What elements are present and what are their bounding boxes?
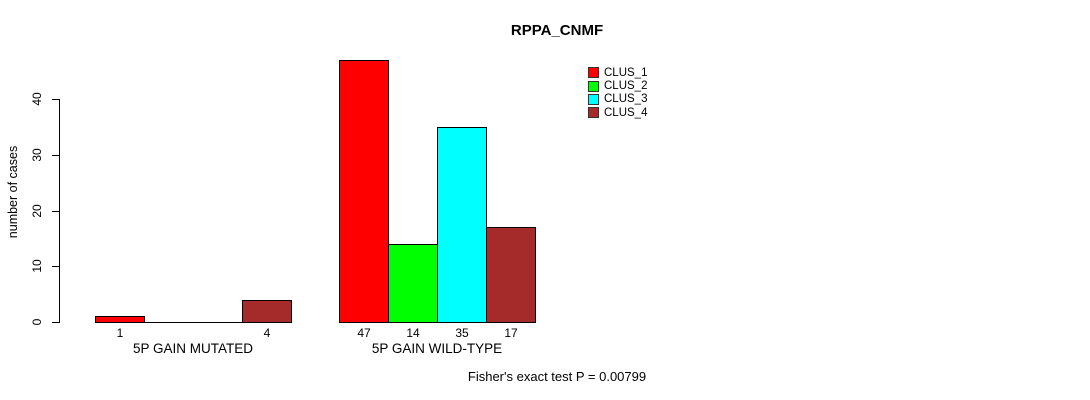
x-axis-group-label: 5P GAIN MUTATED — [132, 341, 254, 356]
bar-value-label: 47 — [357, 326, 371, 340]
bar-value-label: 17 — [504, 326, 518, 340]
bar-clus_1-2 — [339, 60, 389, 323]
bar-value-label: 4 — [263, 326, 271, 340]
y-axis-tick-label: 40 — [30, 92, 44, 106]
bar-value-label: 1 — [116, 326, 124, 340]
chart-title: RPPA_CNMF — [510, 22, 604, 39]
legend-swatch-clus_2 — [588, 80, 599, 92]
bar-clus_4-2 — [486, 227, 536, 323]
legend-label: CLUS_1 — [604, 66, 648, 79]
y-axis-tick-label: 0 — [30, 318, 44, 326]
y-axis-tick — [52, 322, 59, 323]
y-axis-tick-label: 30 — [30, 148, 44, 162]
bar-clus_3-2 — [437, 127, 487, 323]
x-axis-group-label: 5P GAIN WILD-TYPE — [371, 341, 503, 356]
legend-item: CLUS_1 — [588, 66, 647, 79]
legend-item: CLUS_2 — [588, 79, 647, 92]
y-axis-tick — [52, 266, 59, 267]
y-axis-line — [59, 99, 60, 323]
y-axis-tick-label: 10 — [30, 259, 44, 273]
legend-item: CLUS_3 — [588, 93, 647, 106]
bar-value-label: 35 — [455, 326, 469, 340]
legend-item: CLUS_4 — [588, 106, 647, 119]
legend-swatch-clus_1 — [588, 67, 599, 79]
legend-label: CLUS_4 — [604, 106, 648, 119]
x-axis-baseline — [95, 322, 292, 323]
bar-clus_4-1 — [242, 300, 292, 323]
fisher-test-annotation: Fisher's exact test P = 0.00799 — [467, 369, 647, 384]
legend-label: CLUS_2 — [604, 80, 648, 93]
y-axis-tick-label: 20 — [30, 204, 44, 218]
y-axis-tick — [52, 211, 59, 212]
legend-label: CLUS_3 — [604, 93, 648, 106]
y-axis-tick — [52, 99, 59, 100]
y-axis-tick — [52, 155, 59, 156]
bar-clus_2-2 — [388, 244, 438, 323]
legend-swatch-clus_4 — [588, 107, 599, 119]
y-axis-label: number of cases — [6, 145, 20, 239]
bar-value-label: 14 — [406, 326, 420, 340]
legend: CLUS_1 CLUS_2 CLUS_3 CLUS_4 — [588, 66, 647, 120]
bar-clus_1-1 — [95, 316, 145, 323]
legend-swatch-clus_3 — [588, 93, 599, 105]
